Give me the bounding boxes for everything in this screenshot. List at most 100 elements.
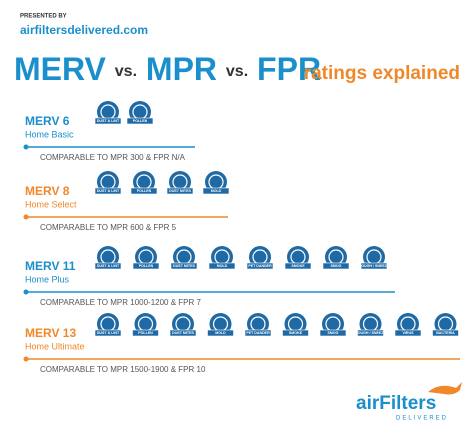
comparable: COMPARABLE TO MPR 1500-1900 & FPR 10 [40, 365, 206, 374]
filter-label: MOLD [211, 189, 222, 193]
merv-name: MERV 8 [25, 184, 70, 198]
tagline: ratings explained [304, 63, 460, 84]
filter-label: PET DANDER [246, 331, 270, 335]
filter-label-band [126, 117, 154, 125]
filter-icon [211, 246, 233, 268]
filter-label: DUST MITES [169, 189, 191, 193]
brand: airfiltersdelivered.com [20, 23, 148, 37]
footer-logo-sub: DELIVERED [396, 416, 448, 422]
filter-label-band [432, 329, 459, 337]
filter-label: COUGH / SNEEZE [355, 331, 386, 335]
filter-label: BACTERIA [436, 331, 455, 335]
filter-label: POLLEN [133, 119, 148, 123]
merv-subtitle: Home Ultimate [25, 341, 85, 351]
filter-label: SMOKE [289, 331, 303, 335]
merv-subtitle: Home Select [25, 199, 77, 209]
filter-icon [173, 246, 195, 268]
filter-label-band [284, 262, 312, 270]
filter-icon [247, 313, 269, 335]
filter-label-band [130, 187, 158, 195]
rating-line-dot [23, 356, 29, 362]
filter-icon [169, 171, 191, 193]
filter-icon [434, 313, 457, 335]
filter-label-band [244, 329, 272, 337]
filter-label-band [319, 329, 347, 337]
filter-icon [129, 101, 151, 123]
title-fpr: FPR [257, 51, 321, 87]
filter-icon [209, 313, 232, 335]
filter-icon [322, 313, 344, 335]
filter-icon [287, 246, 309, 268]
filter-label-band [202, 187, 230, 195]
comparable: COMPARABLE TO MPR 1000-1200 & FPR 7 [40, 298, 202, 307]
filter-label-band [246, 262, 274, 270]
filter-icon [284, 313, 307, 335]
filter-icon [97, 246, 119, 268]
filter-icon [397, 313, 419, 335]
filter-icon [363, 246, 385, 268]
filter-label-band [94, 262, 122, 270]
filter-label: SMOG [328, 331, 339, 335]
filter-label-band [169, 329, 197, 337]
merv-name: MERV 11 [25, 259, 76, 273]
filter-label-band [207, 329, 234, 337]
filter-icon [97, 101, 119, 123]
logo-fox [428, 382, 462, 395]
filter-icon [133, 171, 155, 193]
rating-line-dot [23, 144, 29, 150]
title-mpr: MPR [146, 51, 217, 87]
title: MERV vs. MPR vs. FPR [14, 51, 321, 87]
title-vs: vs. [115, 63, 137, 80]
filter-label-band [322, 262, 350, 270]
filter-label-band [170, 262, 198, 270]
filter-label: DUST & LINT [97, 119, 120, 123]
filter-label-band [94, 117, 122, 125]
filter-icon [97, 313, 119, 335]
filter-label: COUGH / SNEEZE [359, 264, 390, 268]
merv-subtitle: Home Basic [25, 129, 74, 139]
filter-label-band [132, 262, 160, 270]
filter-label-band [94, 187, 122, 195]
filter-icon [325, 246, 347, 268]
filter-label-band [360, 262, 388, 270]
filter-label: VIRUS [403, 331, 415, 335]
filter-icon [135, 246, 157, 268]
filter-label: MOLD [215, 331, 226, 335]
filter-label: SMOG [331, 264, 342, 268]
filter-label: POLLEN [139, 264, 154, 268]
merv-name: MERV 13 [25, 326, 76, 340]
filter-label-band [166, 187, 194, 195]
comparable: COMPARABLE TO MPR 600 & FPR 5 [40, 223, 177, 232]
filter-icon [172, 313, 194, 335]
footer-logo: airFilters [356, 393, 436, 414]
filter-label-band [208, 262, 236, 270]
title-vs: vs. [226, 63, 248, 80]
filter-icon [134, 313, 157, 335]
filter-label: PET DANDER [248, 264, 272, 268]
filter-label: DUST & LINT [97, 189, 120, 193]
comparable: COMPARABLE TO MPR 300 & FPR N/A [40, 153, 186, 162]
filter-label-band [394, 329, 422, 337]
rating-line-dot [23, 289, 29, 295]
filter-label-band [132, 329, 159, 337]
filter-label: DUST MITES [172, 331, 194, 335]
filter-label: SMOKE [291, 264, 305, 268]
rating-line-dot [23, 214, 29, 220]
merv-name: MERV 6 [25, 114, 70, 128]
filter-icon [359, 313, 382, 335]
title-merv: MERV [14, 51, 107, 87]
filter-label-band [282, 329, 309, 337]
filter-label: DUST & LINT [97, 331, 120, 335]
filter-label: MOLD [217, 264, 228, 268]
merv-subtitle: Home Plus [25, 274, 70, 284]
filter-icon [97, 171, 119, 193]
filter-label: POLLEN [137, 189, 152, 193]
filter-label-band [357, 329, 384, 337]
presented-by: PRESENTED BY [20, 14, 67, 20]
filter-label: DUST MITES [173, 264, 195, 268]
filter-label-band [94, 329, 122, 337]
filter-label: DUST & LINT [97, 264, 120, 268]
filter-icon [205, 171, 227, 193]
